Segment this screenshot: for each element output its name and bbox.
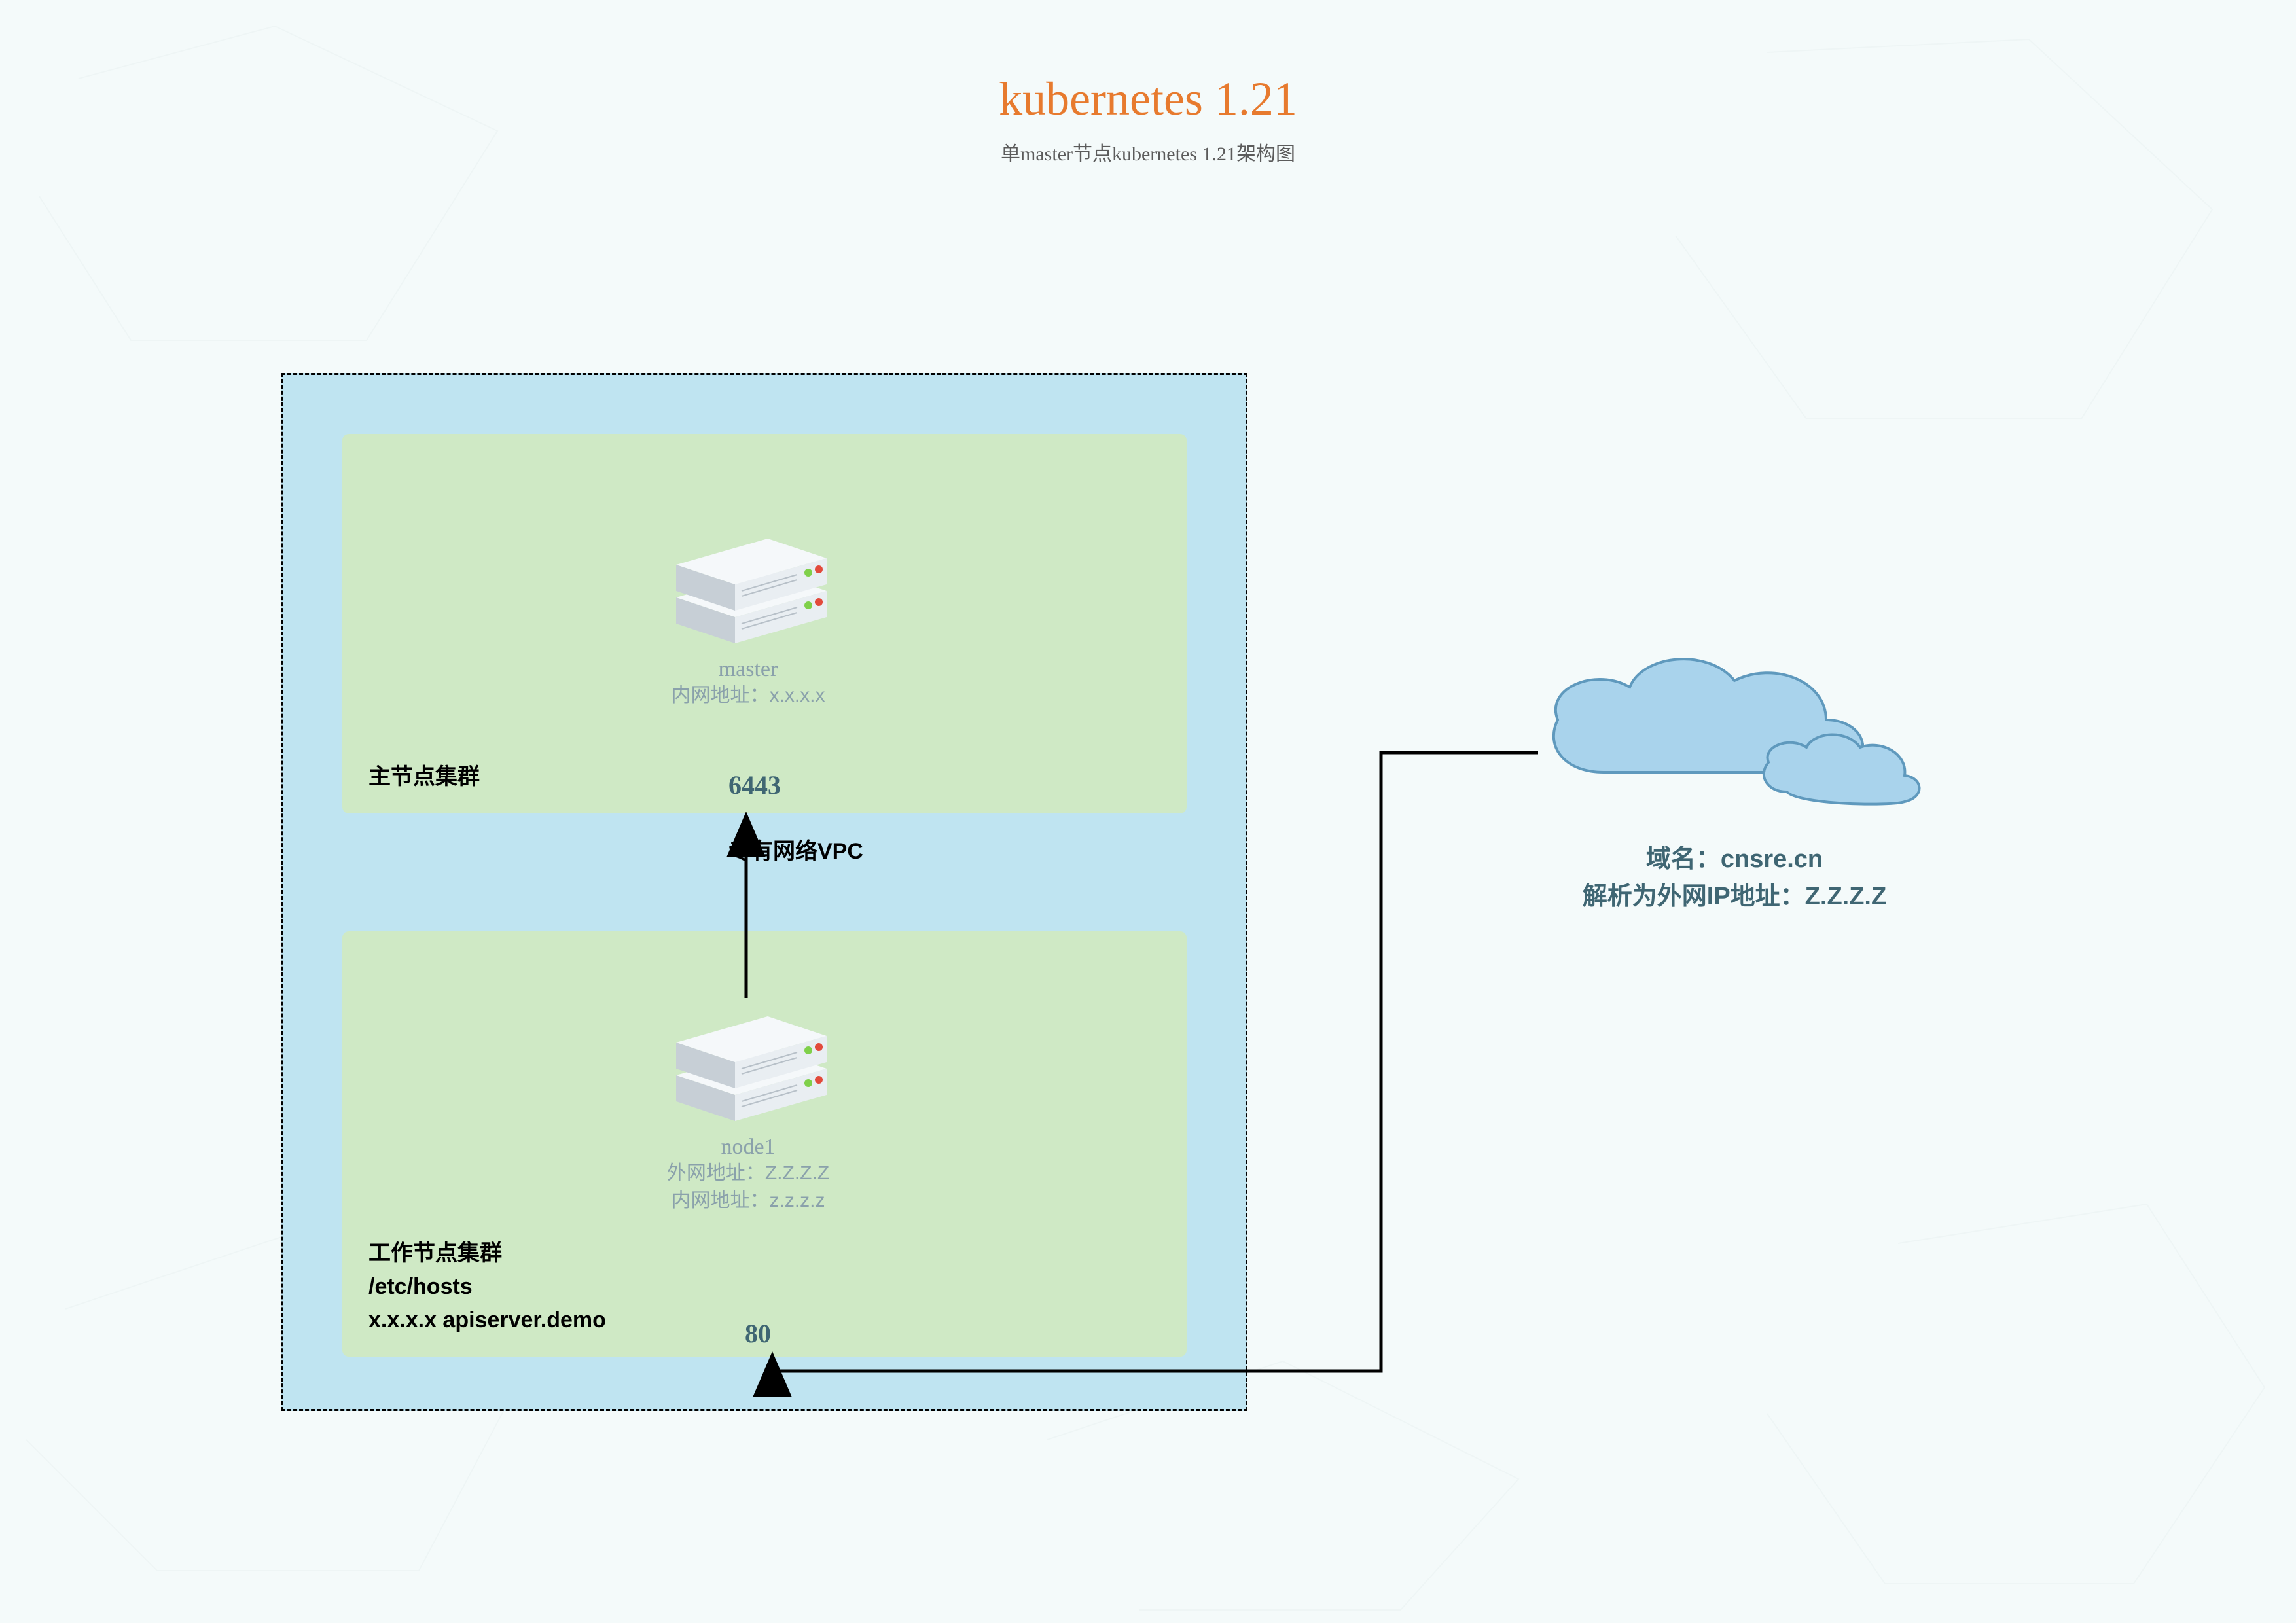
cloud-line1: 域名：cnsre.cn: [1525, 841, 1944, 878]
cloud-block: 域名：cnsre.cn 解析为外网IP地址：Z.Z.Z.Z: [1525, 641, 1944, 916]
cloud-line2: 解析为外网IP地址：Z.Z.Z.Z: [1525, 878, 1944, 916]
cloud-icon: [1525, 641, 1944, 825]
arrows-layer: [0, 0, 2296, 1623]
arrow-cloud-to-node: [772, 753, 1538, 1371]
